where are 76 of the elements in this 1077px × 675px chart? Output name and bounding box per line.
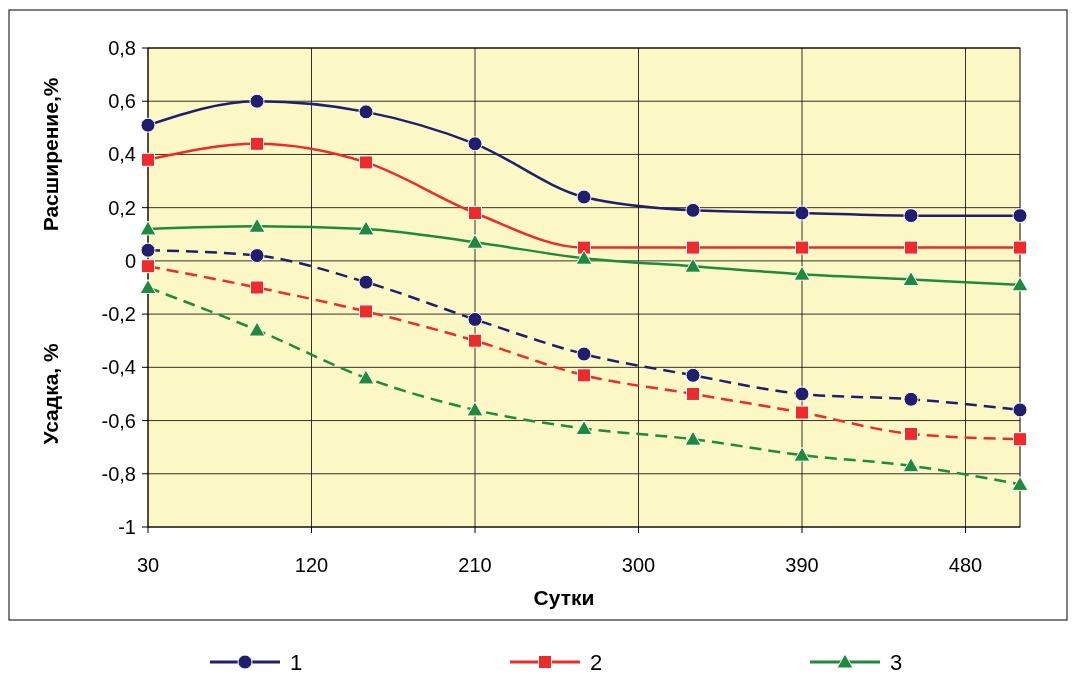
point bbox=[358, 274, 374, 290]
point bbox=[250, 136, 264, 151]
x-tick-label: 390 bbox=[785, 554, 819, 576]
point bbox=[249, 93, 265, 109]
point bbox=[141, 259, 155, 274]
point bbox=[1012, 208, 1028, 224]
point bbox=[794, 205, 810, 221]
point bbox=[357, 369, 375, 385]
y-tick-label: -0,2 bbox=[101, 303, 136, 326]
point bbox=[793, 265, 811, 281]
x-axis-title: Сутки bbox=[533, 586, 595, 609]
point bbox=[1011, 276, 1029, 292]
point bbox=[795, 405, 809, 420]
y-tick-label: 0,2 bbox=[108, 196, 136, 219]
point bbox=[685, 367, 701, 383]
point bbox=[684, 430, 702, 446]
point bbox=[685, 202, 701, 218]
point bbox=[140, 117, 156, 133]
point bbox=[1012, 402, 1028, 418]
y-tick-label: 0,8 bbox=[108, 37, 136, 59]
point bbox=[250, 280, 264, 295]
point bbox=[466, 233, 484, 249]
point bbox=[358, 104, 374, 120]
point bbox=[904, 426, 918, 441]
point bbox=[140, 242, 156, 258]
point bbox=[359, 304, 373, 319]
point bbox=[139, 220, 157, 236]
point bbox=[793, 446, 811, 462]
point bbox=[903, 208, 919, 224]
point bbox=[249, 248, 265, 264]
point bbox=[795, 240, 809, 255]
point bbox=[1011, 475, 1029, 491]
x-tick-label: 210 bbox=[458, 554, 492, 576]
y-axis-title: Расширение,% bbox=[39, 77, 62, 232]
x-tick-label: 30 bbox=[136, 554, 160, 576]
y-tick-label: 0,4 bbox=[108, 143, 136, 166]
y-tick-label: -0,4 bbox=[101, 356, 136, 379]
point bbox=[467, 136, 483, 152]
point bbox=[904, 240, 918, 255]
point bbox=[357, 220, 375, 236]
point bbox=[1013, 240, 1027, 255]
point bbox=[576, 346, 592, 362]
point bbox=[468, 333, 482, 348]
point bbox=[467, 311, 483, 327]
x-tick-label: 480 bbox=[948, 554, 983, 576]
x-tick-label: 120 bbox=[294, 554, 329, 576]
point bbox=[139, 279, 157, 294]
y-tick-label: 0,6 bbox=[108, 90, 136, 113]
x-tick-label: 300 bbox=[621, 554, 656, 576]
point bbox=[466, 401, 484, 417]
point bbox=[576, 189, 592, 205]
point bbox=[902, 271, 920, 287]
point bbox=[575, 249, 593, 265]
legend-label: 3 bbox=[890, 649, 903, 675]
point bbox=[686, 240, 700, 255]
y-tick-label: -1 bbox=[118, 516, 136, 538]
point bbox=[686, 386, 700, 401]
point bbox=[903, 391, 919, 407]
point bbox=[248, 321, 266, 337]
y-tick-label: -0,8 bbox=[101, 462, 136, 485]
point bbox=[1013, 432, 1027, 447]
point bbox=[248, 217, 266, 233]
point bbox=[577, 368, 591, 383]
point bbox=[141, 152, 155, 167]
legend-label: 2 bbox=[590, 649, 603, 675]
point bbox=[359, 155, 373, 170]
point bbox=[684, 257, 702, 273]
y-tick-label: 0 bbox=[124, 249, 136, 272]
legend-label: 1 bbox=[290, 649, 303, 675]
text: Усадка, % bbox=[39, 343, 62, 445]
point bbox=[902, 457, 920, 473]
point bbox=[577, 240, 591, 255]
y-tick-label: -0,6 bbox=[101, 409, 136, 432]
point bbox=[575, 420, 593, 436]
point bbox=[468, 205, 482, 220]
point bbox=[794, 386, 810, 402]
